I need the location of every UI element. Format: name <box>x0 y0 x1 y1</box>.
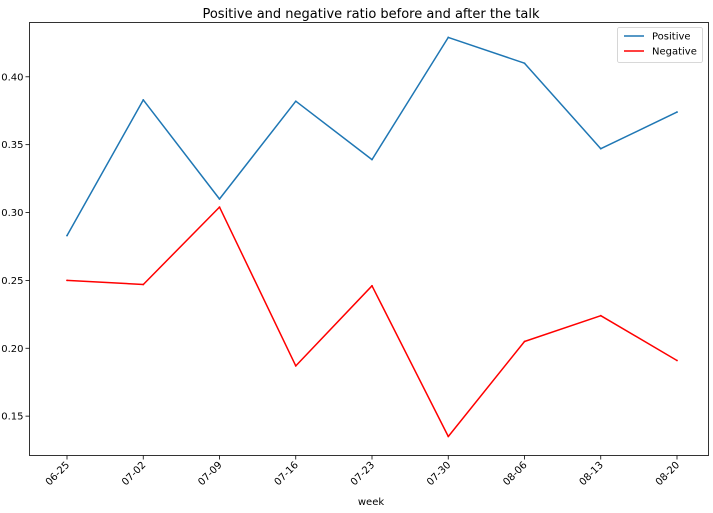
data-point-negative <box>218 206 221 209</box>
x-tick-label: 07-16 <box>273 460 301 488</box>
data-point-positive <box>523 62 526 65</box>
x-axis: 06-25 07-02 07-09 07-16 07-23 07-30 08-06 08-13… <box>44 455 682 488</box>
y-tick-label: 0.15 <box>1 412 23 423</box>
y-tick-label: 0.20 <box>1 344 23 355</box>
legend: Positive Negative <box>617 27 703 63</box>
data-point-positive <box>218 198 221 200</box>
plot-area <box>29 22 709 456</box>
y-tick-label: 0.35 <box>1 140 23 151</box>
data-point-negative <box>676 359 678 362</box>
data-point-negative <box>66 279 68 282</box>
data-point-positive <box>142 98 145 101</box>
data-point-positive <box>66 234 68 237</box>
series-line-positive <box>66 36 678 236</box>
y-axis: 0.15 0.20 0.25 0.30 0.35 0.40 <box>1 72 30 423</box>
data-point-negative <box>142 283 145 286</box>
data-point-positive <box>676 111 678 113</box>
data-point-negative <box>523 340 526 343</box>
x-tick-label: 08-13 <box>578 460 606 488</box>
x-tick-label: 08-20 <box>654 460 682 488</box>
x-tick-label: 07-09 <box>196 460 224 488</box>
x-tick-label: 08-06 <box>501 460 529 488</box>
x-tick-label: 07-30 <box>425 460 453 488</box>
series-line-negative <box>66 206 678 438</box>
data-point-positive <box>599 147 602 150</box>
data-point-negative <box>447 435 450 438</box>
data-point-positive <box>371 158 373 161</box>
series-lines <box>66 36 678 438</box>
legend-label-positive: Positive <box>652 32 691 43</box>
y-tick-label: 0.25 <box>1 276 23 287</box>
x-tick-label: 07-23 <box>349 460 377 488</box>
x-tick-label: 06-25 <box>44 460 72 488</box>
y-tick-label: 0.30 <box>1 208 23 219</box>
data-point-positive <box>447 36 450 39</box>
legend-label-negative: Negative <box>652 47 697 58</box>
chart-title: Positive and negative ratio before and a… <box>202 7 540 22</box>
data-point-negative <box>371 284 373 287</box>
data-point-negative <box>599 314 602 317</box>
y-tick-label: 0.40 <box>1 72 23 83</box>
x-axis-label: week <box>358 497 384 508</box>
x-tick-label: 07-02 <box>120 460 148 488</box>
data-point-negative <box>294 365 297 367</box>
data-point-positive <box>294 100 297 103</box>
